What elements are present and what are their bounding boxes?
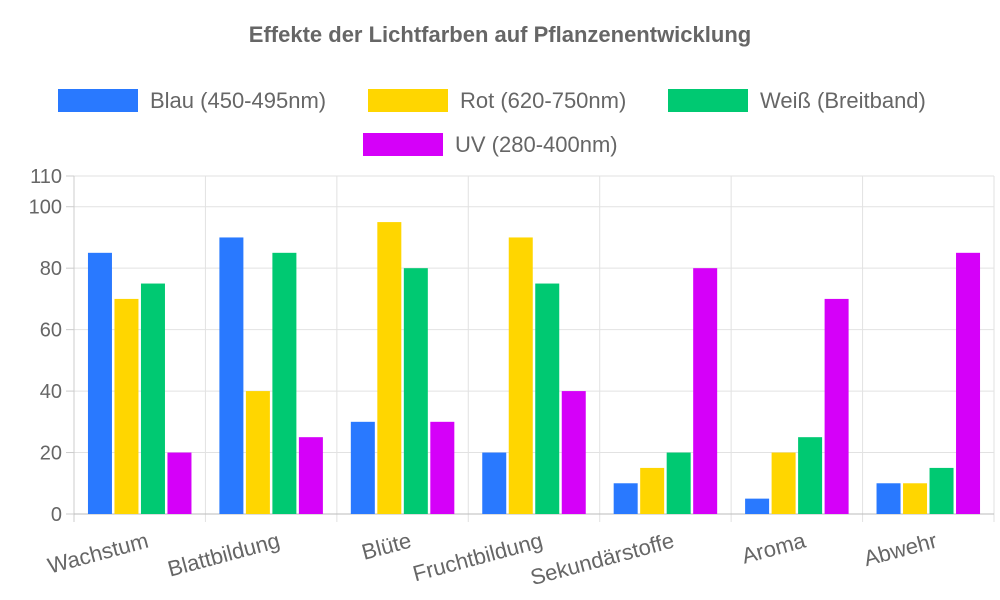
bar-1-7: [876, 483, 901, 514]
bar-1-1: [87, 252, 112, 514]
bar-4-1: [167, 452, 192, 514]
y-tick-label: 80: [40, 258, 62, 280]
y-tick-label: 100: [29, 197, 62, 219]
legend-swatch-3: [668, 89, 748, 112]
x-tick-label: Abwehr: [861, 528, 940, 571]
legend-label-4: UV (280-400nm): [455, 132, 618, 157]
x-tick-label: Fruchtbildung: [410, 528, 545, 587]
x-tick-label: Sekundärstoffe: [528, 528, 677, 590]
bars: [87, 222, 981, 515]
bar-4-7: [956, 252, 981, 514]
bar-4-2: [298, 437, 323, 514]
x-tick-label: Wachstum: [45, 528, 151, 579]
bar-1-5: [613, 483, 638, 514]
bar-2-5: [640, 467, 665, 514]
bar-2-7: [903, 483, 928, 514]
bar-3-2: [272, 252, 297, 514]
y-tick-label: 0: [51, 504, 62, 526]
bar-4-6: [824, 298, 849, 514]
bar-1-6: [745, 498, 770, 514]
bar-1-4: [482, 452, 507, 514]
x-tick-label: Blattbildung: [165, 528, 283, 582]
legend-swatch-4: [363, 133, 443, 156]
bar-4-5: [693, 268, 718, 514]
bar-3-5: [666, 452, 691, 514]
bar-2-6: [771, 452, 796, 514]
legend-label-3: Weiß (Breitband): [760, 88, 926, 113]
bar-2-2: [245, 391, 270, 514]
bar-3-3: [403, 268, 428, 514]
bar-3-4: [535, 283, 560, 514]
y-tick-label: 110: [30, 166, 62, 188]
legend-label-1: Blau (450-495nm): [150, 88, 326, 113]
y-tick-label: 20: [40, 443, 62, 465]
legend-label-2: Rot (620-750nm): [460, 88, 626, 113]
x-tick-label: Aroma: [739, 527, 809, 568]
bar-3-1: [140, 283, 165, 514]
bar-3-6: [798, 437, 823, 514]
x-axis-ticks: Wachstum Blattbildung BlüteFruchtbildungSe…: [45, 527, 940, 590]
bar-2-4: [508, 237, 533, 515]
bar-2-3: [377, 222, 402, 514]
legend-swatch-1: [58, 89, 138, 112]
legend-swatch-2: [368, 89, 448, 112]
y-axis-ticks: 0 20 40 60 80 100 110: [29, 166, 62, 526]
y-tick-label: 40: [40, 381, 62, 403]
bar-4-3: [430, 421, 455, 514]
y-tick-label: 60: [40, 320, 62, 342]
bar-2-1: [114, 298, 139, 514]
bar-1-2: [219, 237, 244, 515]
bar-3-7: [929, 467, 954, 514]
bar-1-3: [350, 421, 375, 514]
x-tick-label: Blüte: [359, 528, 414, 565]
bar-4-4: [561, 391, 586, 514]
legend: Blau (450-495nm) Rot (620-750nm) Weiß (Bre…: [58, 88, 926, 157]
chart-title: Effekte der Lichtfarben auf Pflanzenentw…: [249, 22, 751, 47]
